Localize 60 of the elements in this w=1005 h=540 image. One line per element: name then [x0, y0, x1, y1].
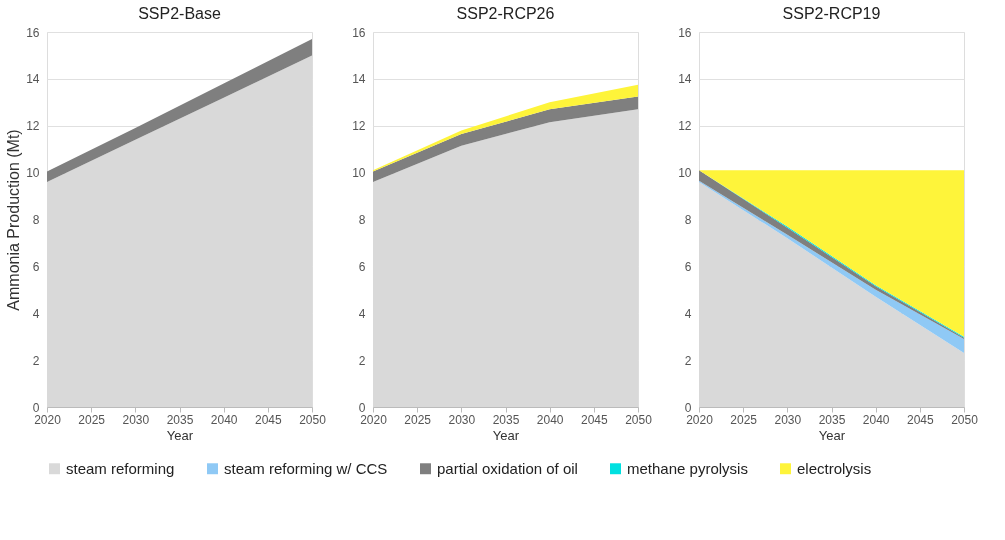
y-axis-title: Ammonia Production (Mt): [5, 129, 23, 311]
y-tick-label: 12: [678, 119, 692, 134]
x-tick-label: 2030: [774, 412, 802, 427]
legend-label: steam reforming: [66, 459, 175, 477]
y-tick-label: 16: [26, 25, 40, 40]
chart-title: SSP2-Base: [138, 5, 221, 22]
y-tick-label: 6: [684, 259, 692, 274]
x-tick-label: 2050: [951, 412, 979, 427]
y-tick-label: 14: [26, 72, 40, 87]
y-tick-label: 10: [352, 166, 366, 181]
x-axis-title: Year: [818, 427, 846, 443]
x-tick-label: 2045: [906, 412, 934, 427]
x-tick-label: 2040: [210, 412, 238, 427]
x-tick-label: 2040: [862, 412, 890, 427]
y-tick-label: 2: [684, 353, 692, 368]
x-tick-label: 2025: [78, 412, 106, 427]
x-tick-label: 2020: [360, 412, 388, 427]
x-tick-label: 2050: [299, 412, 327, 427]
legend-label: electrolysis: [797, 459, 872, 477]
x-tick-label: 2035: [492, 412, 520, 427]
legend-label: steam reforming w/ CCS: [224, 459, 388, 477]
x-tick-label: 2025: [404, 412, 432, 427]
x-tick-label: 2020: [34, 412, 62, 427]
x-axis-title: Year: [166, 427, 194, 443]
y-tick-label: 0: [358, 400, 366, 415]
y-tick-label: 4: [32, 306, 40, 321]
x-tick-label: 2020: [686, 412, 714, 427]
y-tick-label: 16: [678, 25, 692, 40]
y-tick-label: 12: [26, 119, 40, 134]
y-tick-label: 0: [684, 400, 692, 415]
y-tick-label: 10: [26, 166, 40, 181]
legend-label: partial oxidation of oil: [437, 459, 578, 477]
x-tick-label: 2045: [580, 412, 608, 427]
x-tick-label: 2045: [254, 412, 282, 427]
y-tick-label: 4: [358, 306, 366, 321]
y-tick-label: 12: [352, 119, 366, 134]
x-tick-label: 2025: [730, 412, 758, 427]
chart-title: SSP2-RCP26: [456, 5, 555, 22]
y-tick-label: 16: [352, 25, 366, 40]
chart-title: SSP2-RCP19: [782, 5, 881, 22]
y-tick-label: 8: [358, 213, 366, 227]
x-tick-label: 2030: [122, 412, 150, 427]
legend-label: methane pyrolysis: [627, 459, 748, 477]
y-tick-label: 2: [358, 353, 366, 368]
x-tick-label: 2035: [818, 412, 846, 427]
y-tick-label: 14: [352, 72, 366, 87]
y-tick-label: 8: [684, 213, 692, 227]
y-tick-label: 6: [32, 259, 40, 274]
y-tick-label: 2: [32, 353, 40, 368]
y-tick-label: 10: [678, 166, 692, 181]
y-tick-label: 4: [684, 306, 692, 321]
x-tick-label: 2050: [625, 412, 653, 427]
x-tick-label: 2035: [166, 412, 194, 427]
x-tick-label: 2040: [536, 412, 564, 427]
y-tick-label: 8: [32, 213, 40, 227]
x-tick-label: 2030: [448, 412, 476, 427]
y-tick-label: 6: [358, 259, 366, 274]
y-tick-label: 0: [32, 400, 40, 415]
x-axis-title: Year: [492, 427, 520, 443]
y-tick-label: 14: [678, 72, 692, 87]
